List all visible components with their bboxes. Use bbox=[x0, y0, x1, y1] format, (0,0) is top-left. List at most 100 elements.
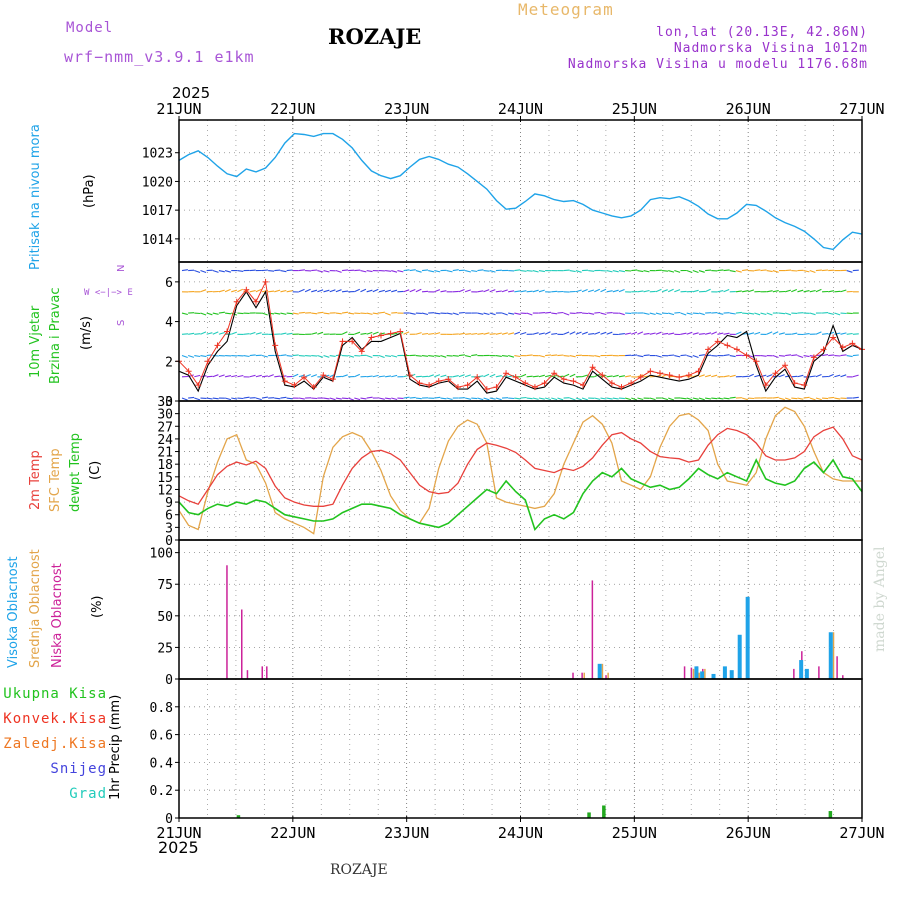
wind-gust-line bbox=[178, 280, 863, 390]
wind-barb bbox=[741, 397, 748, 401]
wind-barb bbox=[194, 333, 201, 335]
wind-barb bbox=[575, 270, 582, 273]
wind-barb bbox=[323, 312, 330, 315]
wind-barb bbox=[569, 373, 576, 378]
precip-legend-frz: Zaledj.Kisa bbox=[3, 736, 107, 752]
wind-barb bbox=[366, 312, 373, 315]
wind-barb bbox=[618, 375, 625, 378]
wind-barb bbox=[538, 289, 545, 293]
wind-barb bbox=[618, 312, 625, 316]
wind-barb bbox=[304, 288, 311, 293]
precip-legend-hail: Grad bbox=[69, 786, 107, 802]
wind-barb bbox=[643, 270, 650, 273]
wind-barb bbox=[520, 396, 527, 399]
wind-gust-marker bbox=[637, 374, 644, 381]
wind-barb bbox=[508, 312, 515, 315]
station-title: ROZAJE bbox=[328, 24, 422, 49]
wind-barb bbox=[797, 374, 804, 378]
wind-barb bbox=[292, 354, 299, 357]
wind-barb bbox=[705, 397, 712, 400]
wind-barb bbox=[372, 312, 379, 315]
wind-barb bbox=[760, 269, 767, 272]
wind-barb bbox=[809, 375, 816, 378]
wind-barb bbox=[618, 333, 625, 335]
wind-barb bbox=[452, 312, 459, 316]
wind-barb bbox=[661, 289, 668, 293]
temp-2m-line bbox=[178, 426, 863, 507]
wind-barb bbox=[501, 312, 508, 316]
wind-barb bbox=[372, 374, 379, 378]
wind-gust-marker bbox=[628, 380, 635, 387]
wind-barb bbox=[255, 374, 262, 378]
wind-gust-marker bbox=[580, 382, 587, 389]
wind-barb bbox=[261, 375, 268, 378]
wind-barb bbox=[200, 289, 207, 293]
x-tick-label-bottom: 26JUN bbox=[726, 824, 771, 842]
wind-barb bbox=[840, 289, 847, 293]
wind-barb bbox=[225, 312, 232, 315]
wind-barb bbox=[348, 312, 355, 315]
wind-barb bbox=[446, 270, 453, 273]
wind-barb bbox=[668, 397, 675, 401]
low-cloud-bar bbox=[690, 667, 693, 679]
wind-barb bbox=[206, 312, 213, 316]
wind-barb bbox=[421, 332, 429, 335]
wind-barb bbox=[557, 354, 564, 357]
wind-barb bbox=[378, 332, 385, 335]
altitude-info: Nadmorska Visina 1012m bbox=[673, 41, 868, 56]
wind-barb bbox=[631, 269, 638, 272]
wind-barb bbox=[649, 397, 656, 401]
wind-gust-marker bbox=[714, 338, 721, 345]
wind-barb bbox=[464, 289, 471, 293]
wind-barb bbox=[372, 331, 379, 335]
wind-barb bbox=[194, 374, 201, 378]
wind-barb bbox=[526, 375, 533, 378]
wind-barb bbox=[538, 374, 545, 378]
wind-speed-line bbox=[178, 290, 863, 394]
y-tick-label: 12 bbox=[157, 483, 173, 498]
wind-barb bbox=[391, 397, 398, 401]
wind-barb bbox=[600, 331, 607, 335]
wind-barb bbox=[378, 397, 385, 400]
wind-barb bbox=[440, 355, 447, 358]
wind-barb bbox=[698, 333, 705, 335]
wind-barb bbox=[366, 375, 373, 378]
wind-barb bbox=[575, 289, 582, 293]
wind-barb bbox=[545, 311, 552, 314]
wind-gust-marker bbox=[483, 386, 490, 393]
wind-barb bbox=[354, 331, 361, 335]
wind-gust-marker bbox=[531, 384, 538, 391]
wind-barb bbox=[181, 312, 188, 316]
precip-legend-conv: Konvek.Kisa bbox=[3, 711, 107, 727]
low-cloud-bar bbox=[226, 565, 228, 679]
wind-barb bbox=[643, 332, 650, 335]
wind-barb bbox=[668, 312, 675, 316]
wind-gust-marker bbox=[608, 380, 615, 387]
wind-barb bbox=[828, 312, 835, 315]
wind-barb bbox=[286, 290, 293, 293]
y-tick-label: 6 bbox=[165, 509, 173, 524]
wind-barb bbox=[766, 312, 773, 316]
wind-barb bbox=[501, 332, 508, 335]
wind-barb bbox=[686, 354, 693, 358]
wind-barb bbox=[483, 397, 490, 401]
wind-barb bbox=[711, 331, 718, 335]
wind-barb bbox=[212, 374, 219, 378]
x-tick-label-bottom: 22JUN bbox=[270, 824, 315, 842]
wind-barb bbox=[231, 397, 238, 400]
x-tick-label-top: 23JUN bbox=[384, 100, 429, 118]
wind-barb bbox=[840, 374, 847, 378]
wind-barb bbox=[698, 397, 705, 401]
dewpoint-line bbox=[178, 458, 863, 532]
wind-barb bbox=[341, 397, 349, 400]
wind-barb bbox=[255, 397, 262, 401]
mid-cloud-bar bbox=[583, 672, 585, 679]
wind-barb bbox=[329, 289, 336, 293]
wind-barb bbox=[440, 374, 447, 378]
wind-barb bbox=[692, 312, 699, 315]
wind-barb bbox=[526, 269, 533, 272]
wind-barb bbox=[631, 354, 638, 357]
wind-barb bbox=[815, 373, 822, 378]
precip-bar bbox=[602, 805, 606, 818]
wind-barb bbox=[655, 312, 662, 316]
